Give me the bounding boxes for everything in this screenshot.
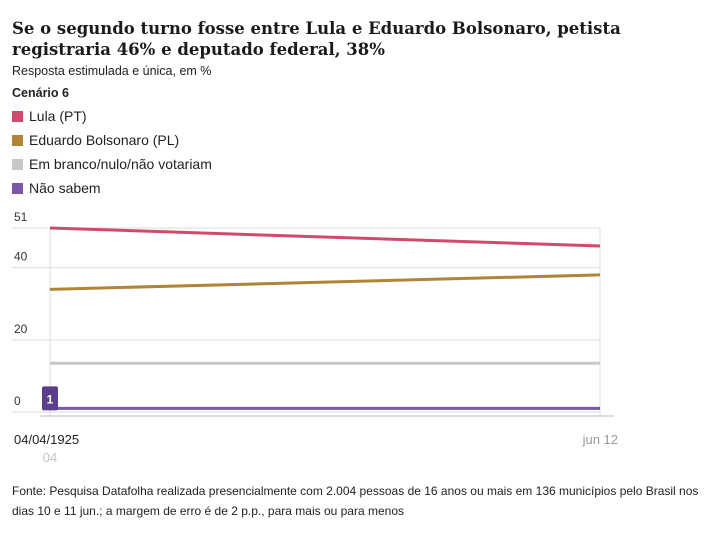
legend-swatch: [12, 158, 23, 170]
legend-item: Eduardo Bolsonaro (PL): [12, 128, 212, 152]
y-tick-label: 20: [14, 322, 28, 336]
legend-item: Lula (PT): [12, 104, 212, 128]
y-tick-label: 40: [14, 250, 28, 264]
legend-item: Não sabem: [12, 176, 212, 200]
legend-label: Não sabem: [29, 180, 101, 196]
legend-label: Lula (PT): [29, 108, 87, 124]
scenario-label: Cenário 6: [12, 86, 69, 100]
x-tick-label: 04/04/1925: [14, 432, 79, 447]
chart-title: Se o segundo turno fosse entre Lula e Ed…: [12, 19, 621, 59]
x-tick-sublabel: 04: [43, 450, 57, 465]
chart-subtitle: Resposta estimulada e única, em %: [12, 64, 212, 78]
legend-swatch: [12, 182, 23, 194]
data-label: 1: [47, 392, 54, 406]
source-note: Fonte: Pesquisa Datafolha realizada pres…: [12, 484, 699, 518]
series-line: [49, 226, 601, 248]
y-tick-label: 51: [14, 210, 28, 224]
legend-swatch: [12, 134, 23, 146]
legend-label: Em branco/nulo/não votariam: [29, 156, 212, 172]
x-tick-label: jun 12: [582, 432, 618, 447]
data-label-box: [42, 386, 58, 411]
legend: Lula (PT) Eduardo Bolsonaro (PL) Em branco…: [12, 104, 212, 200]
series-line: [49, 273, 601, 291]
line-chart: 0 20 40 51 1 04/04/1925 jun 12 04: [12, 210, 618, 465]
legend-label: Eduardo Bolsonaro (PL): [29, 132, 180, 148]
legend-swatch: [12, 110, 23, 122]
legend-item: Em branco/nulo/não votariam: [12, 152, 212, 176]
y-tick-label: 0: [14, 394, 21, 408]
